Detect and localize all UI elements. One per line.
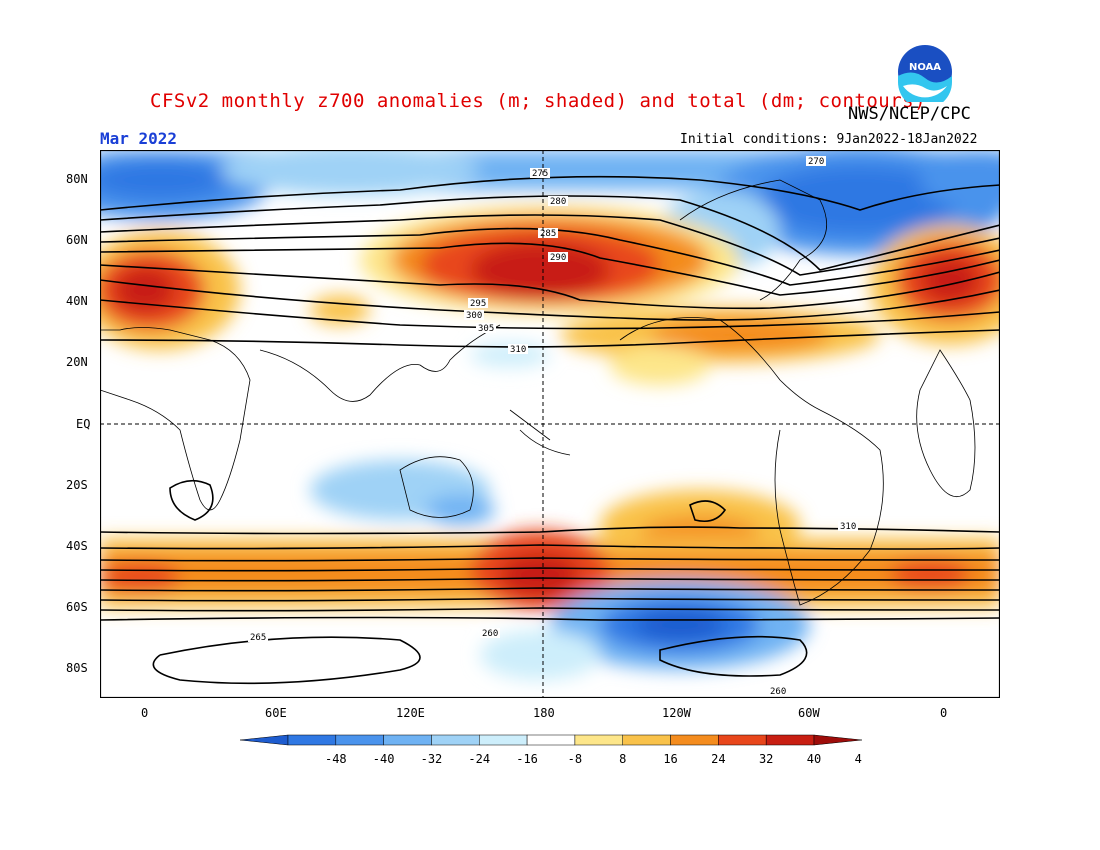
colorbar-swatch bbox=[765, 734, 815, 746]
colorbar-min-arrow bbox=[240, 734, 289, 746]
lat-label-eq: EQ bbox=[76, 417, 91, 431]
contour-label-300: 300 bbox=[466, 311, 482, 321]
colorbar-tick-label: -24 bbox=[468, 752, 490, 766]
colorbar-tick-label: 24 bbox=[711, 752, 725, 766]
map-frame bbox=[100, 150, 1000, 698]
colorbar-swatch bbox=[287, 734, 337, 746]
colorbar-tick-label: -48 bbox=[325, 752, 347, 766]
contour-label-285: 285 bbox=[540, 229, 556, 239]
noaa-logo: NOAA bbox=[895, 42, 955, 102]
colorbar-swatch bbox=[622, 734, 671, 746]
contour-label-270: 270 bbox=[808, 157, 824, 167]
anomaly-map: 270 275 280 285 290 295 300 305 310 310 … bbox=[100, 150, 1000, 698]
lat-label-60n: 60N bbox=[66, 233, 88, 247]
anomaly-shading bbox=[100, 150, 1000, 680]
colorbar-swatch bbox=[479, 734, 528, 746]
lon-label-120e: 120E bbox=[396, 706, 425, 720]
lon-label-60e: 60E bbox=[265, 706, 287, 720]
lon-label-0-east: 0 bbox=[940, 706, 948, 720]
contour-labels: 270 275 280 285 290 295 300 305 310 310 … bbox=[248, 156, 858, 697]
chart-title: CFSv2 monthly z700 anomalies (m; shaded)… bbox=[150, 90, 927, 112]
colorbar-tick-label: 32 bbox=[759, 752, 773, 766]
colorbar: -48 -40 -32 -24 -16 -8 8 16 24 32 40 48 bbox=[240, 734, 862, 766]
lat-label-80n: 80N bbox=[66, 172, 88, 186]
colorbar-swatch bbox=[383, 734, 432, 746]
contour-label-310: 310 bbox=[510, 345, 526, 355]
lon-label-60w: 60W bbox=[798, 706, 820, 720]
lon-label-0: 0 bbox=[141, 706, 149, 720]
coastlines bbox=[100, 179, 976, 606]
contour-label-280: 280 bbox=[550, 197, 566, 207]
height-contours bbox=[100, 175, 1000, 685]
colorbar-tick-label: -32 bbox=[421, 752, 443, 766]
colorbar-tick-label: 16 bbox=[663, 752, 677, 766]
lon-label-180: 180 bbox=[533, 706, 555, 720]
initial-conditions: Initial conditions: 9Jan2022-18Jan2022 bbox=[680, 132, 978, 147]
lat-label-40s: 40S bbox=[66, 539, 88, 553]
colorbar-swatches bbox=[240, 734, 862, 746]
contour-label-305: 305 bbox=[478, 324, 494, 334]
colorbar-tick-label: -40 bbox=[373, 752, 395, 766]
lat-label-40n: 40N bbox=[66, 294, 88, 308]
forecast-month: Mar 2022 bbox=[100, 129, 178, 148]
colorbar-tick-label: -8 bbox=[568, 752, 582, 766]
lat-label-20n: 20N bbox=[66, 355, 88, 369]
colorbar-max-arrow bbox=[813, 734, 862, 746]
agency-label: NWS/NCEP/CPC bbox=[848, 104, 971, 124]
contour-label-290: 290 bbox=[550, 253, 566, 263]
contour-label-295: 295 bbox=[470, 299, 486, 309]
colorbar-tick-label: 48 bbox=[855, 752, 862, 766]
colorbar-tick-label: 40 bbox=[807, 752, 821, 766]
lat-label-20s: 20S bbox=[66, 478, 88, 492]
logo-text: NOAA bbox=[909, 62, 941, 73]
contour-label-265: 265 bbox=[250, 633, 266, 643]
contour-label-260-south: 260 bbox=[770, 687, 786, 697]
contour-label-310-south: 310 bbox=[840, 522, 856, 532]
colorbar-swatch bbox=[335, 734, 384, 746]
colorbar-swatch bbox=[670, 734, 719, 746]
colorbar-ticks: -48 -40 -32 -24 -16 -8 8 16 24 32 40 48 bbox=[325, 752, 862, 766]
colorbar-tick-label: -16 bbox=[516, 752, 538, 766]
lat-label-60s: 60S bbox=[66, 600, 88, 614]
lat-label-80s: 80S bbox=[66, 661, 88, 675]
contour-label-275: 275 bbox=[532, 169, 548, 179]
colorbar-swatch bbox=[718, 734, 767, 746]
contour-label-260: 260 bbox=[482, 629, 498, 639]
colorbar-tick-label: 8 bbox=[619, 752, 626, 766]
colorbar-swatch bbox=[574, 734, 623, 746]
colorbar-swatch bbox=[431, 734, 480, 746]
lon-label-120w: 120W bbox=[662, 706, 691, 720]
colorbar-swatch bbox=[526, 734, 576, 746]
